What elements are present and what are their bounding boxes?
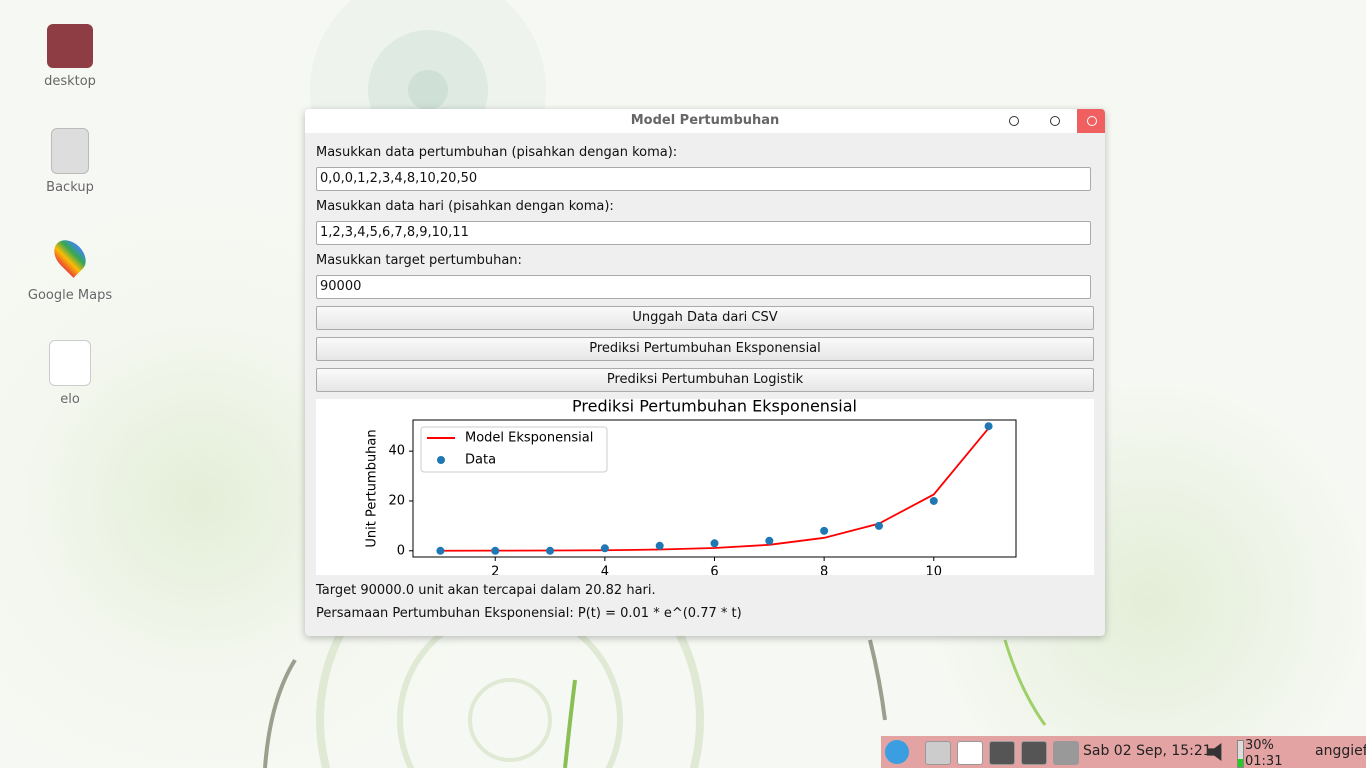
button[interactable]: Prediksi Pertumbuhan Logistik xyxy=(316,368,1094,392)
close-button[interactable] xyxy=(1077,109,1105,133)
desktop-icon[interactable]: elo xyxy=(20,340,120,407)
maximize-button[interactable] xyxy=(1050,116,1060,126)
app-window: Model Pertumbuhan Masukkan data pertumbu… xyxy=(305,109,1105,636)
y-tick-label: 0 xyxy=(397,543,405,558)
title-bar: Model Pertumbuhan xyxy=(305,109,1105,133)
taskbar-app[interactable] xyxy=(1021,741,1047,765)
window-title: Model Pertumbuhan xyxy=(630,113,780,128)
battery-level: 30% xyxy=(1245,738,1274,753)
data-point xyxy=(436,546,445,555)
icon-label: elo xyxy=(60,392,80,407)
x-tick-label: 10 xyxy=(925,565,942,576)
taskbar-app[interactable] xyxy=(925,741,951,765)
minimize-button[interactable] xyxy=(1009,116,1019,126)
y-tick-label: 40 xyxy=(388,444,405,459)
chart: Prediksi Pertumbuhan Eksponensial Unit Pe… xyxy=(316,399,1094,575)
data-point xyxy=(765,536,774,545)
data-point xyxy=(820,526,829,535)
result-text: Target 90000.0 unit akan tercapai dalam … xyxy=(316,583,656,598)
x-tick-label: 6 xyxy=(710,565,718,576)
battery-icon xyxy=(1237,740,1244,768)
button[interactable]: Prediksi Pertumbuhan Eksponensial xyxy=(316,337,1094,361)
data-point xyxy=(600,544,609,553)
clock[interactable]: Sab 02 Sep, 15:21 xyxy=(1083,743,1212,759)
data-point xyxy=(874,521,883,530)
text-input[interactable]: 90000 xyxy=(316,275,1091,299)
user-name[interactable]: anggief xyxy=(1315,743,1366,759)
x-tick-label: 4 xyxy=(601,565,609,576)
field-label: Masukkan target pertumbuhan: xyxy=(316,253,522,268)
taskbar: Sab 02 Sep, 15:21 30% 01:31 anggief xyxy=(881,736,1366,768)
field-label: Masukkan data hari (pisahkan dengan koma… xyxy=(316,199,614,214)
data-point xyxy=(984,422,993,431)
model-line xyxy=(440,427,990,552)
y-axis-label: Unit Pertumbuhan xyxy=(365,429,380,547)
desktop-icon[interactable]: desktop xyxy=(20,24,120,89)
icon-label: Backup xyxy=(46,180,94,195)
data-point xyxy=(710,539,719,548)
desktop-icon[interactable]: Backup xyxy=(20,128,120,195)
text-input[interactable]: 1,2,3,4,5,6,7,8,9,10,11 xyxy=(316,221,1091,245)
taskbar-app[interactable] xyxy=(957,741,983,765)
y-tick-label: 20 xyxy=(388,493,405,508)
data-point xyxy=(929,496,938,505)
result-text: Persamaan Pertumbuhan Eksponensial: P(t)… xyxy=(316,606,742,621)
legend-label: Data xyxy=(465,453,496,468)
battery-time: 01:31 xyxy=(1245,754,1283,768)
x-tick-label: 2 xyxy=(491,565,499,576)
legend-swatch xyxy=(437,456,445,464)
data-point xyxy=(655,541,664,550)
x-tick-label: 8 xyxy=(820,565,828,576)
field-label: Masukkan data pertumbuhan (pisahkan deng… xyxy=(316,145,678,160)
button[interactable]: Unggah Data dari CSV xyxy=(316,306,1094,330)
data-point xyxy=(491,546,500,555)
icon-label: desktop xyxy=(44,74,96,89)
text-input[interactable]: 0,0,0,1,2,3,4,8,10,20,50 xyxy=(316,167,1091,191)
taskbar-app[interactable] xyxy=(989,741,1015,765)
taskbar-app[interactable] xyxy=(1053,741,1079,765)
legend-box xyxy=(420,426,608,473)
legend-label: Model Eksponensial xyxy=(465,431,593,446)
data-point xyxy=(546,546,555,555)
chart-title: Prediksi Pertumbuhan Eksponensial xyxy=(572,399,857,416)
desktop-icon[interactable]: Google Maps xyxy=(20,234,120,303)
icon-label: Google Maps xyxy=(27,288,113,303)
menu-button[interactable] xyxy=(885,740,909,764)
